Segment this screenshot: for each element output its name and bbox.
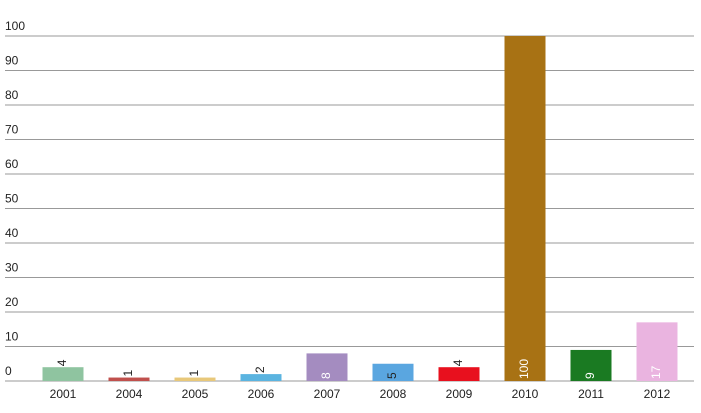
y-tick-label: 30 [5, 261, 19, 275]
y-tick-label: 90 [5, 54, 19, 68]
value-label: 1 [121, 370, 135, 377]
y-tick-label: 20 [5, 295, 19, 309]
bar [636, 322, 678, 381]
value-label: 5 [385, 372, 399, 379]
value-label: 100 [517, 359, 531, 379]
value-label: 4 [451, 359, 465, 366]
x-tick-label: 2006 [248, 387, 275, 401]
value-label: 17 [649, 365, 663, 379]
bar [108, 377, 150, 381]
y-tick-label: 50 [5, 192, 19, 206]
value-label: 9 [583, 372, 597, 379]
bar [174, 377, 216, 381]
y-tick-label: 60 [5, 157, 19, 171]
x-tick-label: 2010 [512, 387, 539, 401]
x-tick-label: 2008 [380, 387, 407, 401]
x-tick-label: 2005 [182, 387, 209, 401]
bar [240, 374, 282, 381]
y-tick-label: 80 [5, 88, 19, 102]
value-label: 4 [55, 359, 69, 366]
y-tick-label: 100 [5, 19, 25, 33]
bar [438, 367, 480, 381]
y-tick-label: 10 [5, 330, 19, 344]
y-tick-label: 70 [5, 123, 19, 137]
value-label: 8 [319, 372, 333, 379]
bar [504, 36, 546, 381]
value-label: 1 [187, 370, 201, 377]
x-tick-label: 2012 [644, 387, 671, 401]
x-tick-label: 2009 [446, 387, 473, 401]
y-tick-label: 40 [5, 226, 19, 240]
bar [372, 363, 414, 381]
bar [306, 353, 348, 381]
x-tick-label: 2004 [116, 387, 143, 401]
bar [570, 349, 612, 381]
y-tick-label: 0 [5, 364, 12, 378]
x-tick-label: 2007 [314, 387, 341, 401]
x-tick-label: 2011 [578, 387, 604, 401]
bar [42, 367, 84, 381]
value-label: 2 [253, 366, 267, 373]
x-tick-label: 2001 [50, 387, 77, 401]
